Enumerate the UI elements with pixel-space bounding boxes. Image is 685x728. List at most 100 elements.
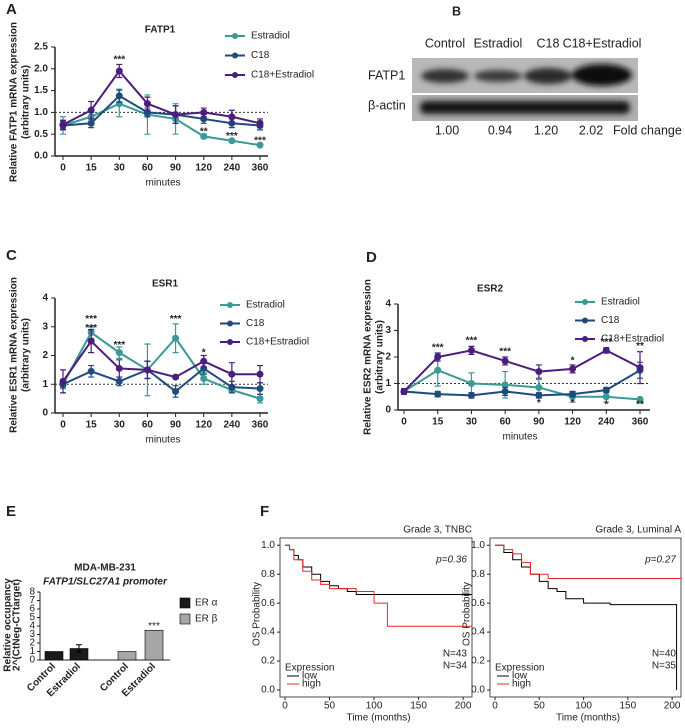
data-point — [200, 357, 208, 365]
y-tick-label: 0.2 — [471, 656, 485, 667]
x-tick-label: 15 — [86, 420, 98, 431]
series-line — [62, 69, 261, 126]
data-point — [535, 368, 543, 376]
y-tick-label: 1 — [42, 379, 48, 390]
legend-label: low — [512, 671, 528, 682]
y-tick-label: 6 — [29, 604, 35, 615]
x-tick-label: 200 — [455, 701, 472, 712]
chart-title: ESR1 — [152, 279, 179, 290]
data-point — [501, 381, 509, 389]
y-axis-label: Relative ESR2 mRNA expression — [363, 279, 374, 435]
legend-marker — [582, 299, 588, 305]
x-tick-label: 30 — [114, 163, 126, 174]
y-tick-label: 3 — [29, 629, 35, 640]
legend-marker — [582, 317, 588, 324]
x-tick-label: 15 — [432, 417, 444, 428]
y-tick-label: 0 — [42, 408, 48, 419]
significance: ** — [636, 341, 644, 352]
y-axis-label: (arbitrary units) — [375, 320, 386, 394]
x-tick-label: 240 — [224, 420, 241, 431]
x-tick-label: 360 — [632, 417, 649, 428]
significance: ** — [200, 127, 208, 138]
y-tick-label: 0.6 — [261, 598, 275, 609]
fold-change-label: Fold change — [613, 123, 682, 137]
y-axis-label: (arbitrary units) — [21, 318, 32, 392]
series-line — [403, 349, 641, 393]
sample-size: N=34 — [443, 661, 468, 672]
panel-letter: F — [260, 503, 269, 520]
significance: *** — [148, 621, 160, 632]
x-tick-label: 360 — [252, 163, 269, 174]
significance: *** — [254, 135, 266, 146]
data-point — [115, 92, 123, 100]
legend-label: C18+Estradiol — [246, 337, 309, 348]
data-point — [467, 391, 475, 399]
legend-label: C18 — [601, 315, 620, 326]
series-line — [62, 331, 261, 400]
y-tick-label: 1.5 — [34, 85, 48, 96]
legend-marker — [227, 339, 233, 345]
panel-letter: D — [366, 249, 377, 266]
x-tick-label: 120 — [195, 420, 212, 431]
data-point — [87, 119, 95, 127]
significance: *** — [466, 336, 478, 347]
significance: *** — [432, 342, 444, 353]
significance: *** — [85, 323, 97, 334]
y-tick-label: 0.0 — [471, 685, 485, 696]
bar — [117, 651, 137, 661]
series-line — [403, 369, 641, 397]
x-tick-label: 60 — [142, 420, 154, 431]
y-axis-label: (arbitrary units) — [21, 65, 32, 139]
significance: *** — [113, 340, 125, 351]
significance: *** — [499, 346, 511, 357]
y-tick-label: 0.0 — [261, 685, 275, 696]
data-point — [535, 391, 543, 399]
data-point — [256, 395, 264, 403]
fold-change: 1.20 — [534, 123, 558, 137]
data-point — [569, 390, 577, 398]
data-point — [115, 349, 123, 357]
data-point — [467, 346, 475, 354]
western-blot: B Control Estradiol C18 C18+Estradiol FA… — [368, 4, 682, 137]
data-point — [172, 334, 180, 342]
x-tick-label: 90 — [170, 420, 182, 431]
y-tick-label: 0 — [385, 405, 391, 416]
blot-row: β-actin — [368, 98, 406, 112]
legend-label: low — [302, 671, 318, 682]
x-tick-label: 240 — [598, 417, 615, 428]
x-axis-label: minutes — [145, 178, 180, 189]
significance: *** — [600, 337, 612, 348]
survival-curve — [285, 544, 472, 595]
y-tick-label: 2 — [385, 352, 391, 363]
data-point — [115, 377, 123, 385]
data-point — [569, 365, 577, 373]
data-point — [256, 385, 264, 393]
y-tick-label: 0.4 — [261, 627, 275, 638]
significance: * — [202, 347, 206, 358]
x-tick-label: 120 — [564, 417, 581, 428]
chart-subtitle: FATP1/SLC27A1 promoter — [43, 577, 168, 588]
x-tick-label: 60 — [142, 163, 154, 174]
y-axis-label: Relative occupancy — [3, 578, 14, 672]
legend-marker — [232, 52, 238, 59]
blot-row: FATP1 — [368, 68, 405, 82]
data-point — [256, 370, 264, 378]
data-point — [115, 364, 123, 372]
significance: * — [571, 398, 575, 409]
significance: ** — [636, 399, 644, 410]
data-point — [143, 100, 151, 108]
series-line — [62, 94, 261, 127]
series-line — [62, 339, 260, 382]
x-tick-label: 240 — [224, 163, 241, 174]
significance: * — [604, 399, 608, 410]
data-point — [200, 132, 208, 140]
y-tick-label: 7 — [29, 595, 35, 606]
legend-title: Expression — [285, 663, 334, 674]
y-tick-label: 0.8 — [471, 569, 485, 580]
data-point — [434, 390, 442, 398]
x-axis-label: minutes — [502, 432, 537, 443]
chart-title: MDA-MB-231 — [74, 563, 136, 574]
y-tick-label: 3 — [42, 321, 48, 332]
error-bar — [76, 644, 82, 653]
data-point — [501, 387, 509, 395]
